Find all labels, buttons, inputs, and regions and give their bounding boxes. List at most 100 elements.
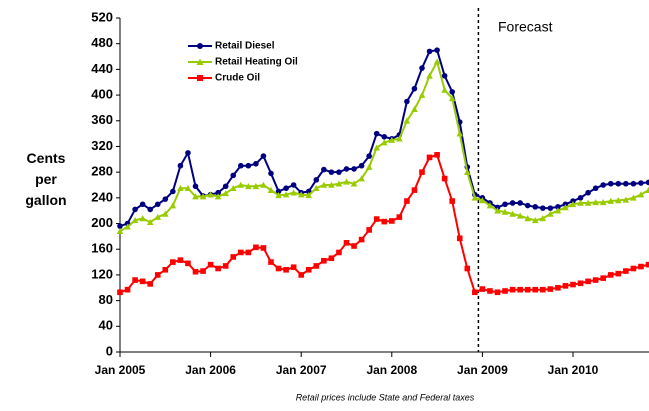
marker — [245, 182, 252, 190]
marker — [185, 150, 191, 156]
marker — [117, 223, 123, 229]
marker — [532, 286, 539, 293]
forecast-label: Forecast — [498, 19, 553, 35]
marker — [328, 169, 335, 175]
marker — [154, 272, 161, 278]
marker — [524, 215, 531, 222]
x-tick-label: Jan 2006 — [185, 363, 236, 377]
marker — [238, 162, 244, 169]
marker — [638, 180, 644, 186]
marker — [418, 91, 426, 98]
marker — [207, 191, 214, 198]
marker — [245, 162, 252, 169]
marker — [516, 212, 524, 219]
marker — [124, 223, 131, 230]
marker — [532, 204, 539, 210]
y-axis-label-line: gallon — [25, 192, 66, 208]
marker — [197, 75, 203, 81]
marker — [592, 277, 599, 283]
marker — [456, 235, 463, 242]
marker — [162, 196, 169, 202]
marker — [404, 198, 410, 204]
marker — [282, 191, 290, 198]
marker — [592, 185, 599, 192]
marker — [524, 286, 531, 293]
marker — [577, 199, 584, 206]
marker — [154, 213, 162, 220]
y-tick-label: 360 — [91, 112, 113, 127]
marker — [434, 152, 440, 158]
marker — [637, 191, 645, 198]
marker — [154, 201, 161, 208]
marker — [177, 257, 184, 263]
marker — [207, 261, 214, 268]
marker — [336, 169, 342, 175]
marker — [343, 178, 350, 185]
marker — [147, 281, 153, 287]
marker — [268, 170, 274, 177]
marker — [615, 197, 622, 204]
marker — [607, 272, 614, 278]
marker — [222, 183, 229, 190]
legend-label: Retail Diesel — [215, 41, 275, 52]
marker — [502, 288, 508, 294]
marker — [139, 215, 146, 222]
marker — [358, 162, 365, 169]
marker — [524, 202, 531, 209]
marker — [554, 207, 562, 214]
marker — [441, 73, 448, 79]
marker — [623, 180, 629, 187]
marker — [630, 194, 637, 201]
marker — [290, 189, 297, 196]
marker — [366, 153, 372, 159]
marker — [630, 265, 637, 272]
marker — [607, 180, 614, 187]
marker — [540, 205, 546, 211]
marker — [547, 286, 554, 292]
marker — [396, 214, 403, 220]
marker — [645, 186, 649, 193]
marker — [290, 182, 297, 188]
marker — [162, 210, 169, 217]
marker — [404, 98, 410, 105]
marker — [132, 206, 138, 213]
marker — [328, 255, 335, 262]
marker — [645, 261, 649, 268]
marker — [222, 190, 229, 197]
marker — [336, 249, 342, 256]
marker — [615, 270, 622, 277]
marker — [252, 182, 260, 190]
marker — [343, 166, 350, 172]
marker — [365, 163, 373, 170]
x-tick-label: Jan 2010 — [548, 363, 599, 377]
x-tick-label: Jan 2005 — [95, 363, 146, 377]
marker — [547, 210, 554, 217]
marker — [197, 43, 203, 49]
marker — [169, 202, 177, 209]
marker — [479, 197, 486, 204]
marker — [131, 217, 139, 224]
marker — [456, 130, 464, 137]
marker — [517, 200, 523, 206]
marker — [479, 286, 486, 292]
marker — [569, 200, 577, 208]
marker — [509, 286, 516, 293]
marker — [229, 184, 237, 192]
x-tick-label: Jan 2009 — [457, 363, 508, 377]
marker — [117, 289, 123, 296]
marker — [321, 257, 327, 264]
marker — [380, 139, 388, 146]
marker — [373, 216, 380, 222]
marker — [328, 181, 335, 188]
marker — [403, 117, 411, 124]
marker — [419, 169, 425, 175]
marker — [434, 47, 440, 53]
marker — [237, 181, 245, 188]
marker — [184, 184, 192, 192]
marker — [389, 218, 395, 224]
y-tick-label: 80 — [99, 292, 113, 307]
marker — [539, 215, 547, 222]
marker — [381, 134, 388, 140]
marker — [555, 204, 561, 210]
